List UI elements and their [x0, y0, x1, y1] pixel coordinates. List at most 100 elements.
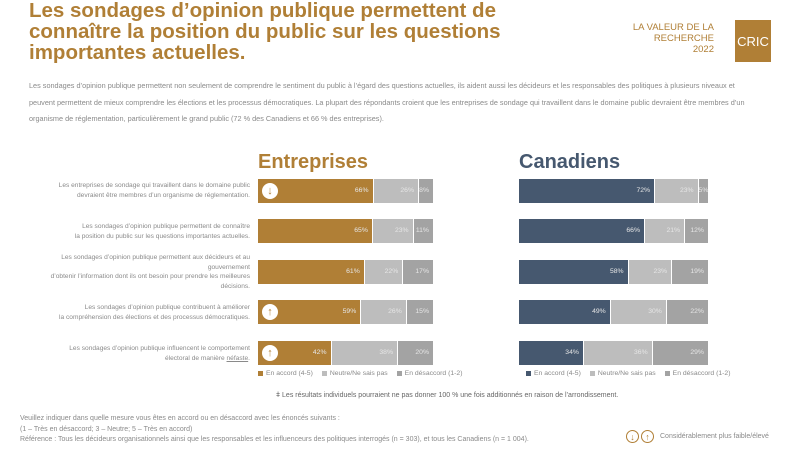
arrow-down-circle-icon: ↓ [262, 183, 278, 199]
statement-label: Les sondages d’opinion publique permette… [10, 253, 250, 291]
bar-segment-neutral: 21% [645, 219, 685, 243]
brand-year: 2022 [692, 44, 714, 55]
legend-label: En désaccord (1-2) [404, 370, 463, 377]
legend-swatch [589, 370, 595, 376]
legend-label: En désaccord (1-2) [672, 370, 731, 377]
legend-swatch [396, 370, 402, 376]
footer-question: Veuillez indiquer dans quelle mesure vou… [20, 415, 340, 422]
bar-segment-neutral: 22% [364, 260, 403, 284]
bar-value-label: 59% [342, 308, 357, 315]
statement-line: la compréhension des élections et des pr… [59, 313, 250, 321]
legend-item-disagree: En désaccord (1-2) [396, 370, 463, 377]
brand-line-2: RECHERCHE [653, 33, 714, 44]
bar-segment-neutral: 26% [373, 179, 418, 203]
bar-segment-agree: 61% [258, 260, 364, 284]
bar-value-label: 72% [636, 187, 651, 194]
statement-label: Les sondages d’opinion publique contribu… [10, 303, 250, 322]
bar-value-label: 38% [379, 349, 393, 356]
statement-line: Les sondages d’opinion publique contribu… [84, 304, 250, 311]
bar-segment-neutral: 23% [655, 179, 698, 203]
bar-value-label: 19% [690, 268, 704, 275]
legend-swatch [526, 370, 531, 376]
statement-line: Les sondages d’opinion publique permette… [61, 254, 250, 261]
legend-swatch [321, 370, 327, 376]
bar-segment-disagree: 29% [652, 341, 708, 365]
legend-item-disagree: En désaccord (1-2) [664, 370, 731, 377]
cric-logo: CRIC [735, 20, 771, 62]
bar-segment-disagree: 20% [398, 341, 433, 365]
bar-value-label: 42% [312, 349, 327, 356]
bar-segment-neutral: 26% [361, 300, 406, 324]
bar-value-label: 23% [653, 268, 668, 275]
statement-label: Les entreprises de sondage qui travaille… [10, 181, 250, 200]
bar-value-label: 11% [415, 227, 429, 234]
legend-swatch [258, 370, 263, 376]
statement-label: Les sondages d’opinion publique influenc… [10, 344, 250, 363]
bar-value-label: 66% [626, 227, 640, 234]
bar-segment-agree: 72% [519, 179, 655, 203]
bar-segment-neutral: 30% [610, 300, 666, 324]
arrow-up-circle-icon: ↑ [262, 345, 278, 361]
statement-line: Les sondages d’opinion publique permette… [82, 223, 250, 230]
bar-value-label: 65% [354, 227, 368, 234]
legend-swatch [664, 370, 670, 376]
statement-line: gouvernement [207, 263, 250, 271]
bar-value-label: 29% [690, 349, 704, 356]
arrow-up-circle-icon: ↑ [262, 304, 278, 320]
bar-value-label: 30% [648, 308, 662, 315]
brand-tagline: LA VALEUR DE LA RECHERCHE 2022 [633, 22, 714, 55]
statement-line: Les sondages d’opinion publique influenc… [69, 345, 250, 352]
bar-value-label: 15% [415, 308, 429, 315]
bar-value-label: 26% [388, 308, 402, 315]
bar-segment-neutral: 23% [372, 219, 413, 243]
legend-item-agree: En accord (4-5) [258, 370, 313, 377]
bar-segment-disagree: 5% [698, 179, 709, 203]
statement-text: électoral de manière [164, 354, 227, 362]
bar-segment-disagree: 8% [419, 179, 433, 203]
bar-value-label: 26% [400, 187, 414, 194]
bar-value-label: 5% [698, 187, 709, 194]
bar-segment-neutral: 36% [583, 341, 652, 365]
bar-value-label: 23% [679, 187, 694, 194]
statement-line: électoral de manière néfaste. [10, 354, 250, 364]
bar-segment-disagree: 11% [413, 219, 433, 243]
bar-segment-disagree: 15% [406, 300, 433, 324]
bar-segment-disagree: 17% [403, 260, 433, 284]
rounding-note: ǂ Les résultats individuels pourraient n… [276, 392, 619, 399]
bar-value-label: 61% [346, 268, 360, 275]
arrow-up-circle-icon: ↑ [641, 430, 654, 443]
statement-line: décisions. [220, 282, 250, 290]
legend-label: Neutre/Ne sais pas [597, 370, 656, 377]
bar-segment-agree: 49% [519, 300, 610, 324]
bar-segment-agree: 65% [258, 219, 372, 243]
legend-label: Neutre/Ne sais pas [329, 370, 388, 377]
bar-value-label: 36% [634, 349, 648, 356]
footer-notes: Veuillez indiquer dans quelle mesure vou… [20, 414, 529, 446]
statement-line: devraient être membres d’un organisme de… [77, 191, 250, 199]
bar-value-label: 20% [415, 349, 429, 356]
bar-value-label: 49% [592, 308, 606, 315]
bar-value-label: 17% [415, 268, 429, 275]
bar-value-label: 23% [394, 227, 409, 234]
legend-item-agree: En accord (4-5) [526, 370, 581, 377]
bar-value-label: 8% [419, 187, 429, 194]
brand-line-1: LA VALEUR DE LA [632, 22, 714, 33]
bar-segment-agree: 34% [519, 341, 583, 365]
arrow-down-circle-icon: ↓ [626, 430, 639, 443]
bar-segment-neutral: 38% [331, 341, 397, 365]
statement-line: la position du public sur les questions … [74, 232, 250, 240]
legend-label: En accord (4-5) [266, 370, 313, 377]
bar-value-label: 22% [384, 268, 399, 275]
bar-value-label: 66% [354, 187, 369, 194]
bar-value-label: 22% [690, 308, 704, 315]
bar-segment-agree: 66% [519, 219, 644, 243]
legend-entreprises: En accord (4-5) Neutre/Ne sais pas En dé… [258, 370, 462, 377]
statement-line: Les entreprises de sondage qui travaille… [58, 182, 250, 189]
significance-legend: ↓ ↑ Considérablement plus faible/élevé [626, 430, 769, 443]
statement-emphasis: néfaste [226, 354, 249, 362]
intro-paragraph: Les sondages d’opinion publique permette… [29, 81, 745, 123]
panel-title-entreprises: Entreprises [258, 151, 369, 173]
legend-item-neutral: Neutre/Ne sais pas [589, 370, 656, 377]
bar-segment-disagree: 12% [685, 219, 708, 243]
statement-line: d’obtenir l’information dont ils ont bes… [50, 273, 250, 280]
